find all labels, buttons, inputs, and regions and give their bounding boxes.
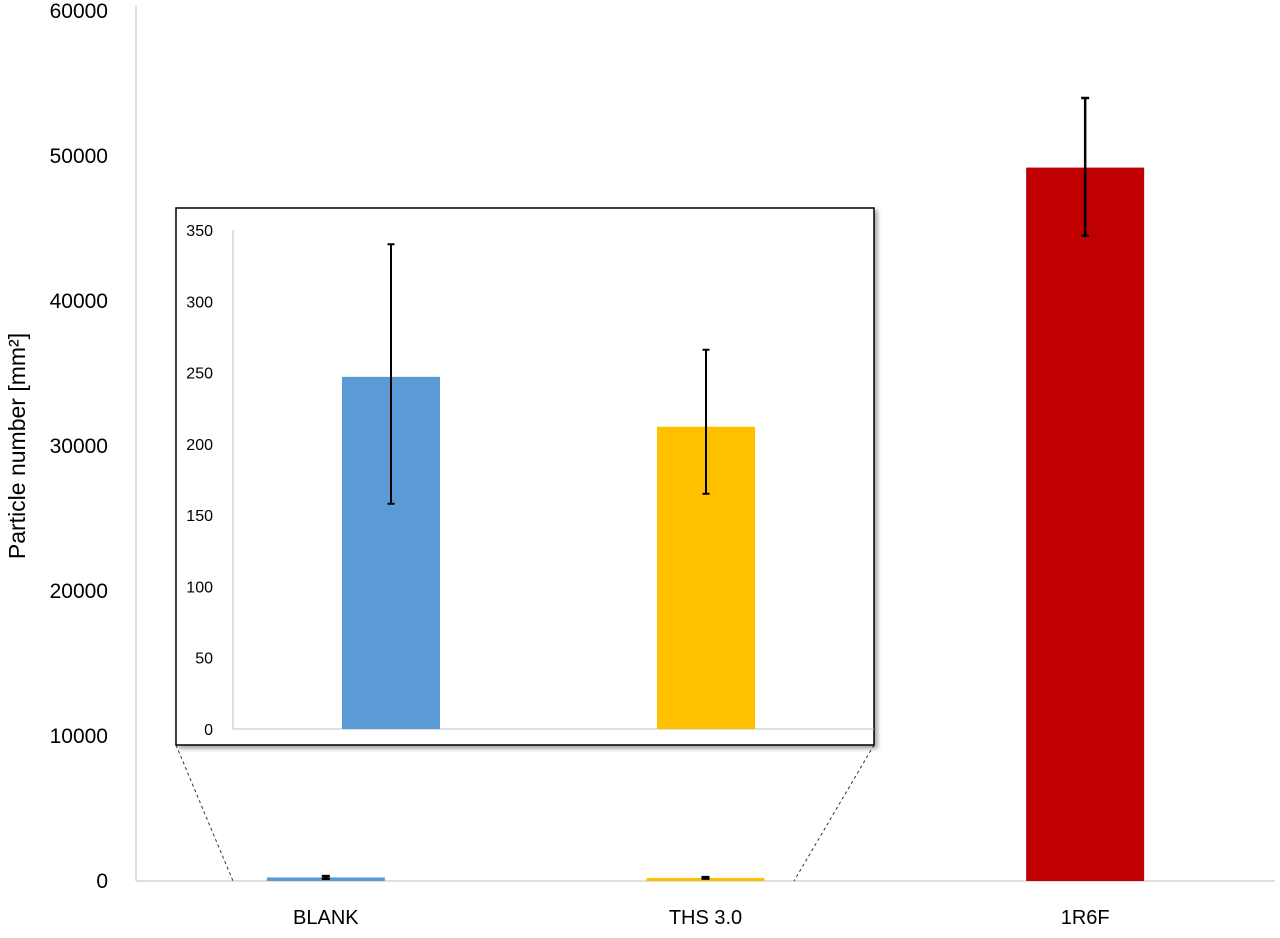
inset-y-tick-label: 100 [186, 579, 213, 596]
inset-y-tick-label: 200 [186, 437, 213, 454]
y-tick-label: 20000 [50, 580, 108, 603]
y-tick-label: 60000 [50, 0, 108, 23]
inset-chart: 0 50 100 150 200 250 300 350 [175, 207, 875, 746]
y-tick-label: 10000 [50, 725, 108, 748]
x-category-label: THS 3.0 [669, 907, 742, 929]
y-tick-label: 30000 [50, 435, 108, 458]
y-tick-label: 40000 [50, 290, 108, 313]
inset-y-tick-label: 250 [186, 366, 213, 383]
bar [1026, 167, 1145, 882]
y-tick-label: 0 [96, 870, 108, 893]
x-category-label: BLANK [293, 907, 359, 929]
inset-y-tick-label: 50 [195, 651, 213, 668]
y-tick-label: 50000 [50, 145, 108, 168]
y-axis-title: Particle number [mm²] [4, 333, 30, 559]
inset-frame [175, 207, 875, 746]
inset-y-tick-label: 300 [186, 294, 213, 311]
x-category-label: 1R6F [1061, 907, 1110, 929]
inset-y-tick-label: 350 [186, 223, 213, 240]
zoom-connector-left [175, 744, 234, 882]
main-chart: 0 10000 20000 30000 40000 50000 60000 Particle … [4, 0, 1275, 929]
inset-y-tick-label: 150 [186, 508, 213, 525]
zoom-connector-right [793, 744, 875, 882]
inset-y-tick-label: 0 [204, 722, 213, 739]
